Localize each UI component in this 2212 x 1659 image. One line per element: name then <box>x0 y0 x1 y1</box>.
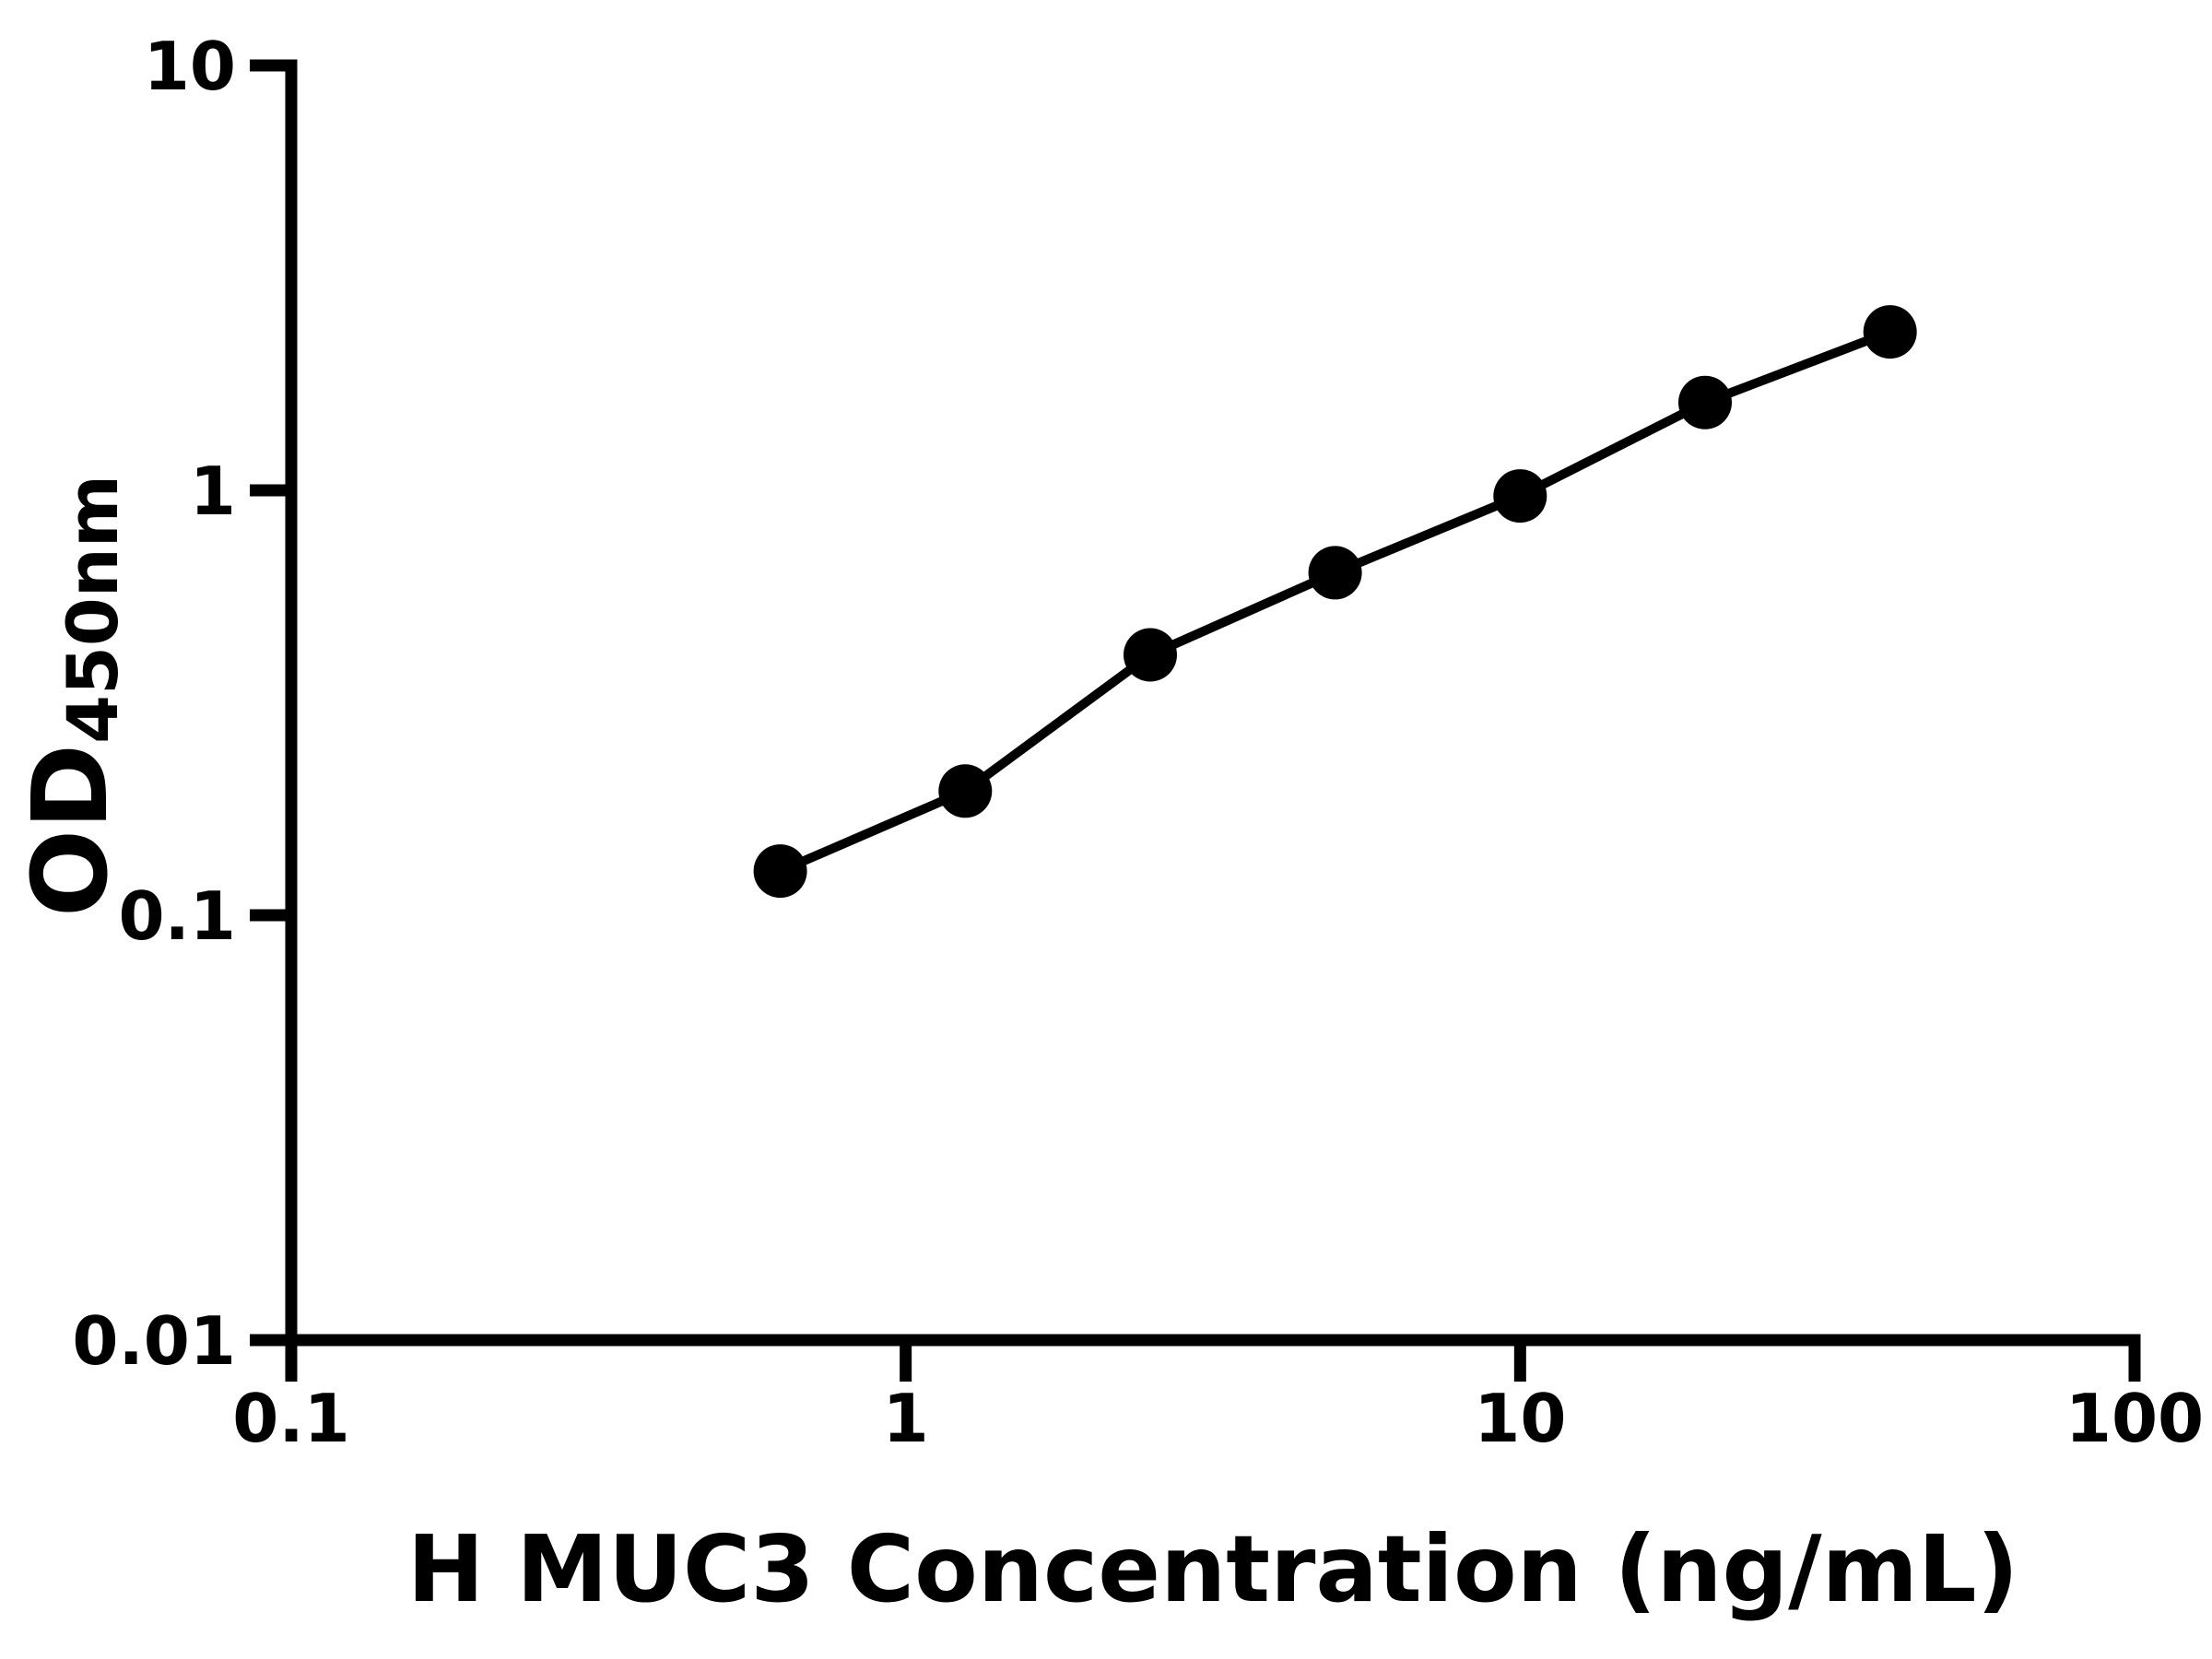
y-axis-title-subscript: 450nm <box>52 475 134 744</box>
y-axis-title-main: OD <box>11 744 131 917</box>
x-tick-label: 0.1 <box>232 1380 350 1457</box>
y-axis-title: OD450nm <box>11 475 134 917</box>
x-tick-label: 1 <box>883 1380 929 1457</box>
y-tick-label: 0.01 <box>72 1302 236 1380</box>
data-point-marker <box>1493 469 1547 524</box>
y-tick-label: 10 <box>144 28 236 105</box>
x-axis-title: H MUC3 Concentration (ng/mL) <box>407 1515 2019 1623</box>
axes <box>250 59 2141 1382</box>
data-point-marker <box>1863 305 1917 359</box>
y-tick-label: 0.1 <box>118 877 236 955</box>
data-point-marker <box>938 764 993 818</box>
data-point-marker <box>753 844 807 899</box>
data-point-marker <box>1678 375 1732 429</box>
data-point-marker <box>1124 628 1177 682</box>
x-tick-label: 10 <box>1474 1380 1566 1457</box>
y-tick-label: 1 <box>190 453 236 530</box>
x-tick-label: 100 <box>2065 1380 2204 1457</box>
data-series <box>753 305 1917 899</box>
data-point-marker <box>1308 546 1362 600</box>
